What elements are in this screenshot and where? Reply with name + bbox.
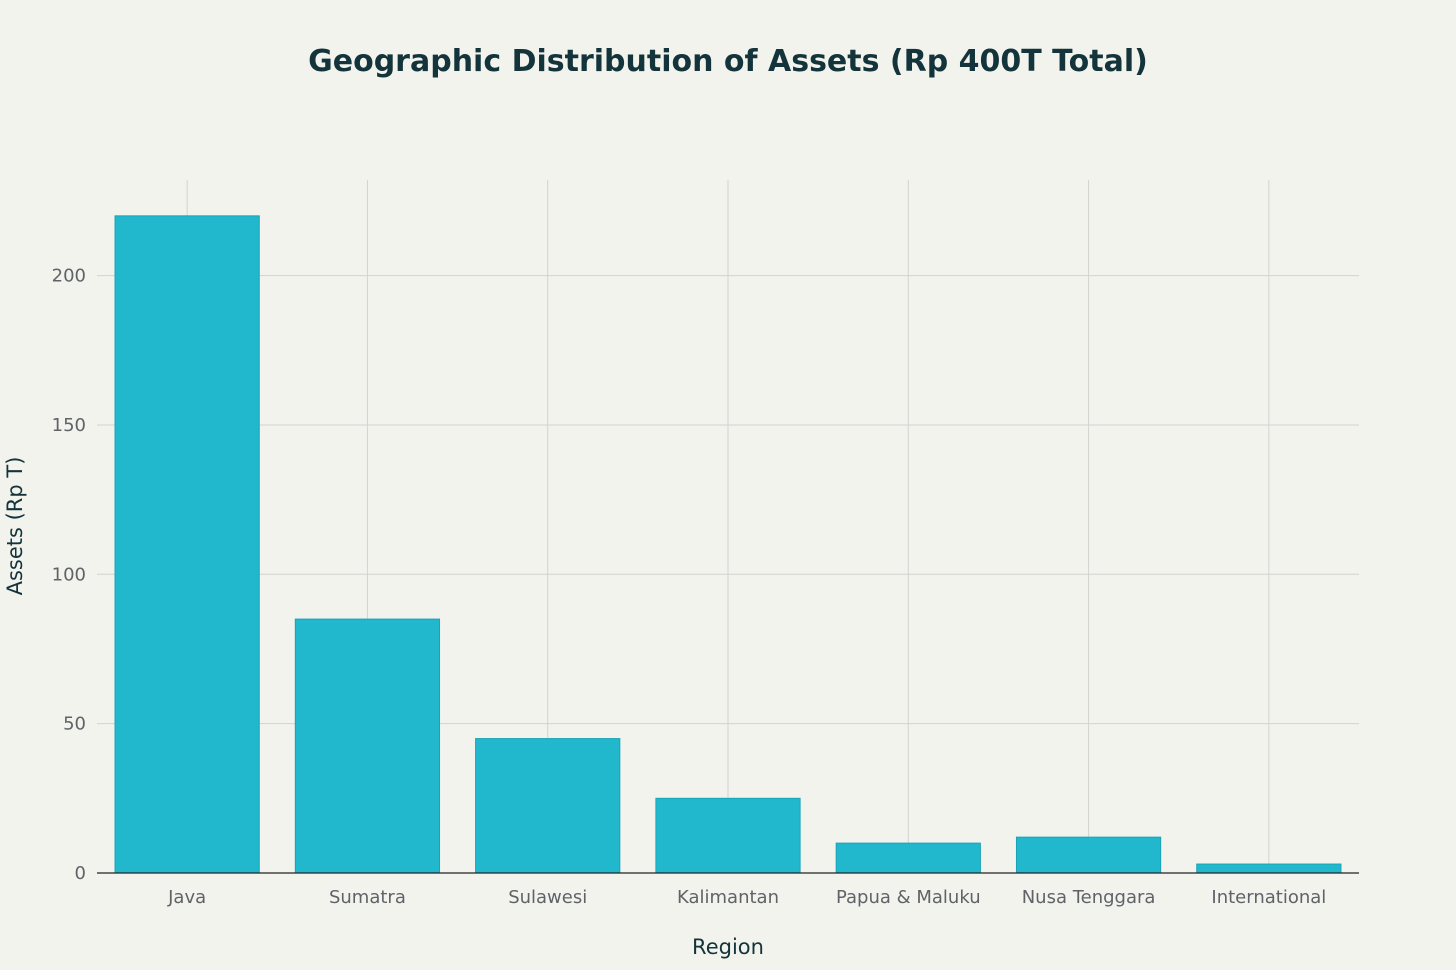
x-tick-label: Sumatra (329, 887, 406, 908)
gridlines (97, 180, 1359, 873)
y-axis-title: Assets (Rp T) (3, 457, 27, 596)
bars (114, 215, 1342, 874)
y-tick-label: 200 (52, 266, 86, 287)
x-tick-label: Sulawesi (508, 887, 587, 908)
y-tick-label: 50 (63, 714, 86, 735)
bar-nusa-tenggara (1015, 836, 1162, 874)
chart-title: Geographic Distribution of Assets (Rp 40… (308, 44, 1148, 79)
x-tick-label: International (1211, 887, 1326, 908)
bar-java (114, 215, 260, 874)
bar-papua-maluku (835, 842, 981, 874)
x-axis-title: Region (692, 935, 764, 959)
bar-kalimantan (655, 797, 801, 874)
x-tick-label: Kalimantan (677, 887, 779, 908)
bar-sumatra (294, 618, 441, 874)
x-tick-label: Nusa Tenggara (1022, 887, 1156, 908)
y-tick-label: 0 (75, 863, 86, 884)
y-tick-label: 150 (52, 415, 86, 436)
y-tick-label: 100 (52, 564, 86, 585)
axes: 0 50 100 150 200 Java Sumatra Sulawesi Kalimanta… (52, 266, 1359, 908)
bar-sulawesi (475, 738, 621, 874)
x-tick-label: Papua & Maluku (836, 887, 981, 908)
bar-international (1196, 863, 1342, 874)
x-tick-label: Java (167, 887, 206, 908)
